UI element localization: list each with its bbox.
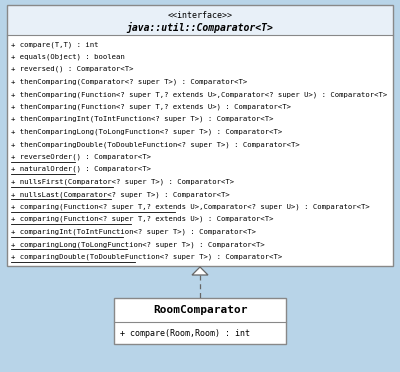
Text: + naturalOrder() : Comparator<T>: + naturalOrder() : Comparator<T> xyxy=(11,166,151,173)
Bar xyxy=(114,298,286,344)
Text: + compare(T,T) : int: + compare(T,T) : int xyxy=(11,41,98,48)
Text: + comparing(Function<? super T,? extends U>) : Comparator<T>: + comparing(Function<? super T,? extends… xyxy=(11,216,274,222)
Text: java::util::Comparator<T>: java::util::Comparator<T> xyxy=(126,22,274,32)
Text: + comparing(Function<? super T,? extends U>,Comparator<? super U>) : Comparator<: + comparing(Function<? super T,? extends… xyxy=(11,203,370,210)
Text: + comparingDouble(ToDoubleFunction<? super T>) : Comparator<T>: + comparingDouble(ToDoubleFunction<? sup… xyxy=(11,253,282,260)
Text: <<interface>>: <<interface>> xyxy=(168,10,232,19)
Polygon shape xyxy=(192,267,208,275)
Text: + nullsFirst(Comparator<? super T>) : Comparator<T>: + nullsFirst(Comparator<? super T>) : Co… xyxy=(11,179,234,185)
Bar xyxy=(114,298,286,322)
Text: + compare(Room,Room) : int: + compare(Room,Room) : int xyxy=(120,328,250,337)
Text: + comparingLong(ToLongFunction<? super T>) : Comparator<T>: + comparingLong(ToLongFunction<? super T… xyxy=(11,241,265,247)
Text: + nullsLast(Comparator<? super T>) : Comparator<T>: + nullsLast(Comparator<? super T>) : Com… xyxy=(11,191,230,198)
Text: + reversed() : Comparator<T>: + reversed() : Comparator<T> xyxy=(11,66,134,73)
Text: + thenComparingDouble(ToDoubleFunction<? super T>) : Comparator<T>: + thenComparingDouble(ToDoubleFunction<?… xyxy=(11,141,300,148)
Bar xyxy=(7,35,393,266)
Bar xyxy=(7,5,393,266)
Text: + comparingInt(ToIntFunction<? super T>) : Comparator<T>: + comparingInt(ToIntFunction<? super T>)… xyxy=(11,228,256,235)
Text: + thenComparingInt(ToIntFunction<? super T>) : Comparator<T>: + thenComparingInt(ToIntFunction<? super… xyxy=(11,116,274,122)
Bar xyxy=(7,5,393,35)
Text: + thenComparing(Function<? super T,? extends U>) : Comparator<T>: + thenComparing(Function<? super T,? ext… xyxy=(11,103,291,110)
Text: + reverseOrder() : Comparator<T>: + reverseOrder() : Comparator<T> xyxy=(11,154,151,160)
Text: + thenComparing(Function<? super T,? extends U>,Comparator<? super U>) : Compara: + thenComparing(Function<? super T,? ext… xyxy=(11,91,387,97)
Text: RoomComparator: RoomComparator xyxy=(153,305,247,315)
Text: + thenComparingLong(ToLongFunction<? super T>) : Comparator<T>: + thenComparingLong(ToLongFunction<? sup… xyxy=(11,128,282,135)
Text: + equals(Object) : boolean: + equals(Object) : boolean xyxy=(11,54,125,60)
Bar xyxy=(114,322,286,344)
Text: + thenComparing(Comparator<? super T>) : Comparator<T>: + thenComparing(Comparator<? super T>) :… xyxy=(11,78,247,85)
